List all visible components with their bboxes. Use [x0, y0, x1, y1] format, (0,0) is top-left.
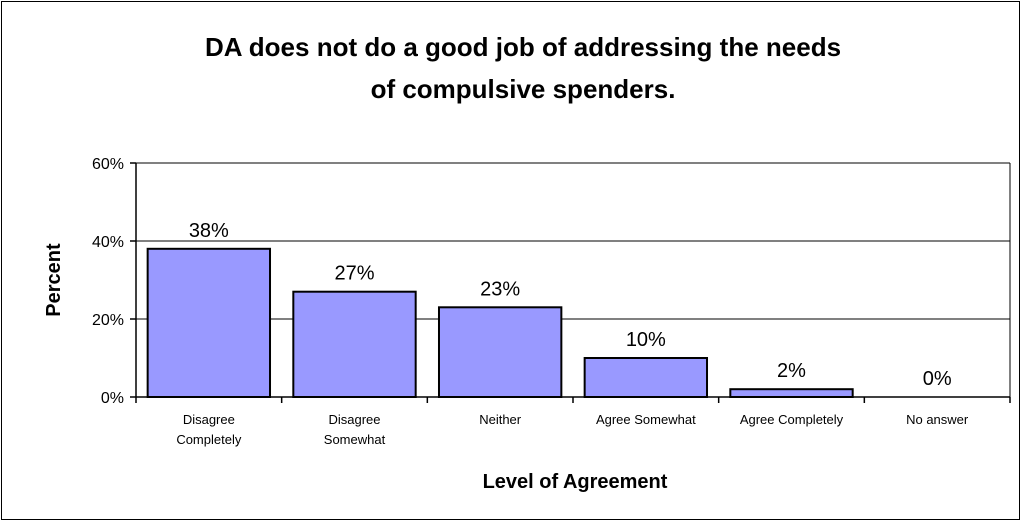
x-category-label: Agree Somewhat — [596, 412, 696, 427]
y-axis-title: Percent — [43, 243, 65, 317]
x-category-labels: Disagree Completely Disagree Somewhat Neithe… — [176, 412, 969, 447]
data-label: 2% — [777, 360, 806, 382]
y-tick-label: 0% — [101, 390, 124, 407]
y-tick-label: 60% — [92, 156, 124, 173]
data-labels: 38% 27% 23% 10% 2% 0% — [189, 220, 952, 390]
x-category-label: No answer — [906, 412, 969, 427]
y-tick-label: 40% — [92, 234, 124, 251]
bars — [146, 247, 854, 399]
gridlines — [136, 162, 1011, 397]
x-category-label: Disagree Somewhat — [324, 412, 386, 447]
x-category-label: Neither — [479, 412, 522, 427]
bar — [583, 357, 709, 398]
bar — [437, 306, 563, 398]
chart-title-line-1: DA does not do a good job of addressing … — [205, 32, 841, 62]
x-category-label: Disagree Completely — [176, 412, 242, 447]
data-label: 10% — [626, 329, 666, 351]
data-label: 23% — [480, 278, 520, 300]
bar — [146, 247, 272, 398]
bar — [292, 290, 417, 399]
bar — [729, 388, 854, 399]
data-label: 0% — [923, 368, 952, 390]
y-tick-labels: 0% 20% 40% 60% — [92, 156, 124, 407]
data-label: 27% — [334, 263, 374, 285]
y-tick-label: 20% — [92, 312, 124, 329]
data-label: 38% — [189, 220, 229, 242]
x-axis-title: Level of Agreement — [483, 471, 668, 493]
chart-title: DA does not do a good job of addressing … — [205, 32, 841, 104]
x-category-label: Agree Completely — [740, 412, 844, 427]
chart-title-line-2: of compulsive spenders. — [371, 74, 676, 104]
axes — [130, 162, 1011, 403]
